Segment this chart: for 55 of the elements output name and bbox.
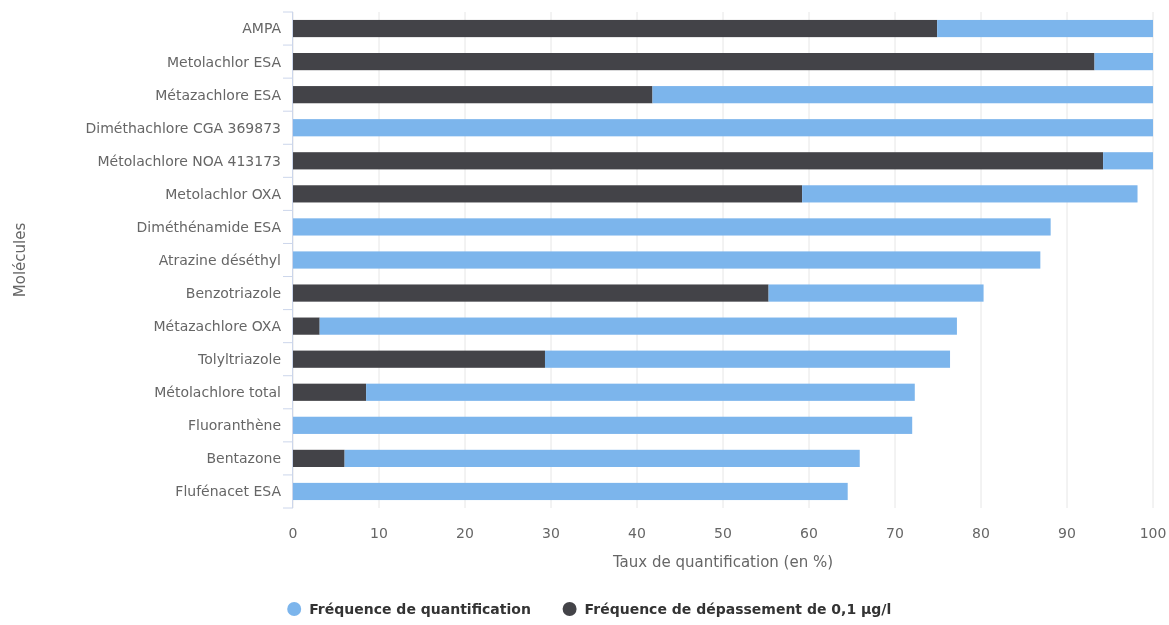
x-tick-label: 20 [456,525,474,541]
bar [1103,152,1153,170]
y-tick-label: Fluoranthène [187,417,281,434]
x-tick-label: 10 [370,525,388,541]
bar [293,19,938,38]
x-tick-label: 100 [1139,525,1167,541]
x-axis-title: Taux de quantification (en %) [611,553,834,571]
x-tick-label: 30 [542,525,560,541]
bar [652,86,1153,104]
x-tick-label: 80 [972,525,990,541]
legend-label: Fréquence de quantification [309,601,531,617]
bar [293,152,1104,170]
bar [293,119,1153,137]
y-tick-label: Métazachlore ESA [155,86,282,103]
y-tick-label: Métazachlore OXA [153,318,282,335]
x-tick-label: 90 [1058,525,1076,541]
y-tick-label: Benzotriazole [185,284,281,301]
y-axis-title: Molécules [11,222,29,298]
y-tick-label: Métolachlore total [154,384,281,401]
bar [319,317,957,335]
y-tick-label: Bentazone [206,450,281,467]
bar [293,449,345,467]
x-tick-label: 70 [886,525,904,541]
y-tick-label: Diméthénamide ESA [136,218,282,235]
bar [293,416,913,434]
bar [768,284,984,302]
x-tick-label: 60 [800,525,818,541]
bar [366,383,915,401]
bar [293,185,803,203]
bar [1094,53,1153,71]
x-tick-label: 50 [714,525,732,541]
bar [293,317,320,335]
bar [544,350,951,368]
y-tick-label: Flufénacet ESA [175,483,282,500]
bar [293,383,367,401]
y-tick-label: Metolachlor OXA [165,185,282,202]
bar [344,449,860,467]
x-tick-label: 0 [288,525,298,541]
y-tick-label: Atrazine déséthyl [158,251,281,268]
bar [937,19,1153,38]
bar [293,218,1051,236]
legend-label: Fréquence de dépassement de 0,1 µg/l [584,601,892,617]
bar [293,482,848,501]
bar [293,251,1041,269]
bar [293,350,545,368]
y-tick-label: AMPA [242,20,282,37]
y-tick-label: Métolachlore NOA 413173 [97,152,281,169]
x-tick-label: 40 [628,525,646,541]
bar [293,86,653,104]
bar [293,53,1095,71]
y-tick-label: Diméthachlore CGA 369873 [85,119,281,136]
y-tick-label: Tolyltriazole [197,351,281,368]
y-tick-label: Metolachlor ESA [166,53,282,70]
bar [293,284,769,302]
bar [802,185,1138,203]
